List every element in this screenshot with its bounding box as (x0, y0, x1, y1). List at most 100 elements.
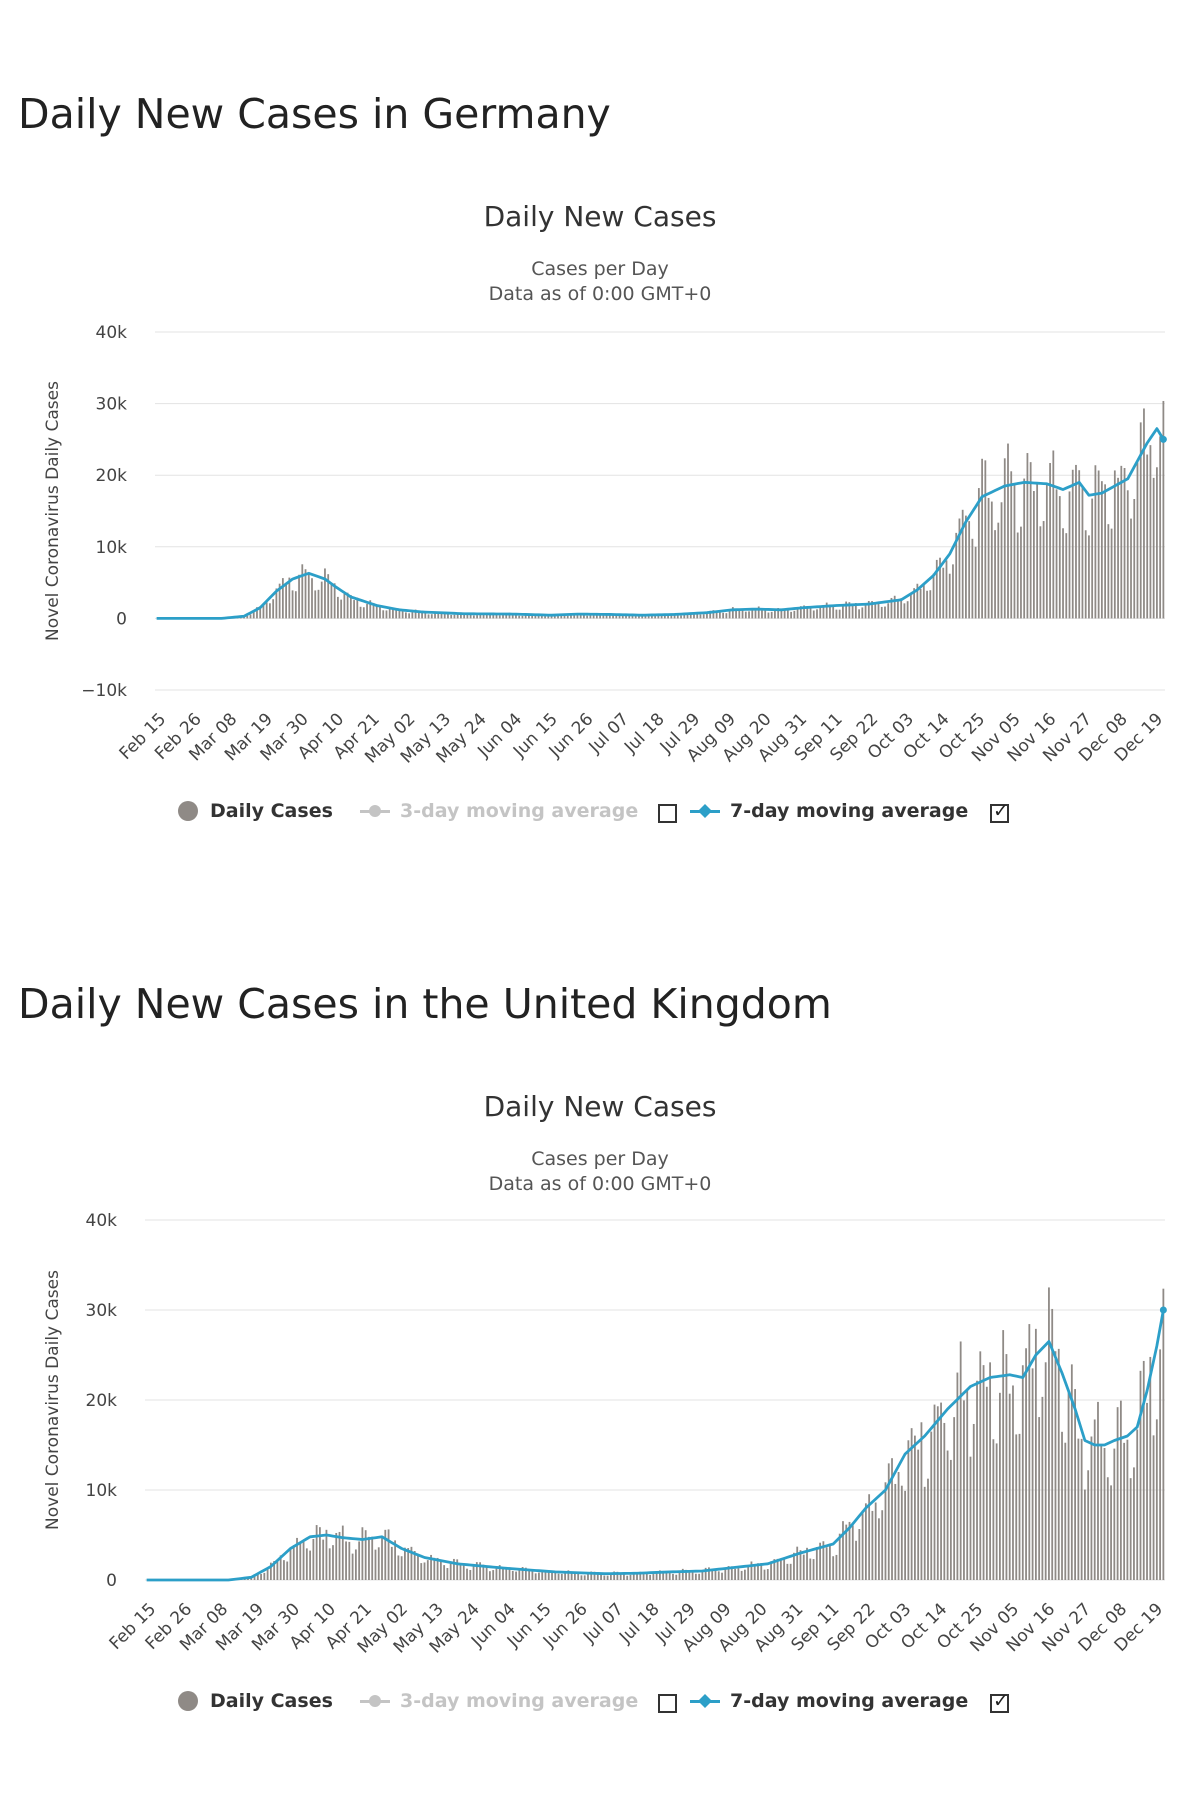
daily-case-bar (547, 1571, 550, 1580)
daily-case-bar (498, 1565, 501, 1580)
3day-checkbox[interactable] (658, 804, 677, 823)
daily-case-bar (968, 521, 971, 619)
daily-case-bar (387, 1529, 390, 1580)
daily-case-bar (963, 1400, 965, 1580)
daily-case-bar (1003, 458, 1006, 619)
legend-daily-cases[interactable]: Daily Cases (178, 1683, 333, 1719)
daily-case-bar (401, 610, 404, 619)
daily-case-bar (586, 615, 589, 619)
y-tick-label: 10k (86, 1481, 118, 1501)
daily-case-bar (269, 603, 271, 619)
daily-case-bar (763, 1569, 766, 1580)
daily-case-bar (612, 615, 614, 619)
daily-case-bar (913, 588, 916, 619)
daily-case-bar (708, 1567, 710, 1580)
daily-case-bar (485, 1565, 488, 1580)
daily-case-bar (392, 608, 394, 619)
daily-case-bar (829, 1544, 831, 1580)
daily-case-bar (437, 611, 440, 619)
legend-7day-average[interactable]: 7-day moving average (690, 793, 968, 829)
daily-case-bar (1055, 489, 1058, 619)
checkmark-icon: ✓ (993, 1690, 1009, 1712)
daily-case-bar (1126, 490, 1129, 619)
daily-case-bar (362, 607, 365, 619)
daily-case-bar (799, 1550, 802, 1580)
daily-case-bar (719, 611, 721, 619)
daily-case-bar (414, 609, 417, 619)
daily-case-bar (502, 613, 504, 619)
daily-case-bar (972, 1423, 975, 1580)
daily-case-bar (1023, 478, 1026, 619)
daily-case-bar (1061, 1431, 1063, 1580)
daily-case-bar (417, 1554, 419, 1580)
daily-case-bar (776, 1558, 779, 1580)
daily-case-bar (855, 1540, 857, 1580)
daily-case-bar (1106, 1477, 1109, 1580)
daily-case-bar (709, 610, 712, 619)
daily-case-bar (825, 602, 828, 619)
daily-case-bar (348, 1541, 351, 1580)
legend-3day-average[interactable]: 3-day moving average (360, 1683, 638, 1719)
daily-case-bar (1143, 408, 1145, 619)
daily-case-bar (906, 601, 909, 619)
legend-3day-average[interactable]: 3-day moving average (360, 793, 638, 829)
daily-case-bar (927, 1478, 929, 1580)
daily-case-bar (353, 600, 355, 619)
daily-case-bar (629, 1574, 632, 1580)
legend-7day-average[interactable]: 7-day moving average (690, 1683, 968, 1719)
daily-case-bar (1018, 1433, 1021, 1580)
daily-case-bar (812, 610, 815, 619)
daily-case-bar (440, 611, 443, 619)
daily-case-bar (596, 1573, 599, 1580)
daily-case-bar (1045, 484, 1048, 619)
daily-case-bar (735, 608, 737, 619)
daily-case-bar (851, 1525, 854, 1580)
uk-chart[interactable]: 40k 30k 20k 10k 0 Novel Coronavirus Daily Cas… (0, 1195, 1200, 1695)
daily-case-bar (246, 615, 249, 619)
daily-case-bar (587, 1573, 589, 1580)
daily-case-bar (354, 1549, 357, 1580)
daily-case-bar (683, 613, 686, 619)
daily-case-bar (861, 1510, 864, 1580)
daily-case-bar (400, 1556, 403, 1580)
daily-case-bar (751, 610, 754, 619)
legend-daily-cases[interactable]: Daily Cases (178, 793, 333, 829)
daily-case-bar (518, 615, 521, 619)
daily-case-bar (741, 609, 744, 619)
daily-case-bar (281, 578, 284, 619)
daily-case-bar (803, 605, 805, 619)
x-tick-label: Jul 07 (579, 1599, 627, 1647)
x-tick-label: Jul 18 (615, 1599, 663, 1647)
daily-case-bar (382, 610, 385, 619)
daily-case-bar (1130, 518, 1132, 619)
daily-case-bar (919, 588, 922, 619)
daily-case-bar (738, 608, 741, 619)
germany-chart[interactable]: 40k 30k 20k 10k 0 −10k Novel Coronavirus Daily… (0, 300, 1200, 800)
daily-case-bar (1054, 1351, 1057, 1580)
3day-checkbox[interactable] (658, 1694, 677, 1713)
daily-case-bar (994, 530, 996, 619)
daily-case-bar (734, 1568, 736, 1580)
daily-case-bar (609, 1574, 612, 1580)
legend-7day-label: 7-day moving average (730, 1690, 969, 1712)
7day-checkbox[interactable]: ✓ (990, 800, 1009, 823)
daily-case-bar (1071, 469, 1074, 619)
daily-case-bar (685, 1569, 687, 1580)
daily-case-bar (534, 1573, 537, 1580)
daily-case-bar (278, 583, 281, 619)
daily-case-bar (1100, 481, 1103, 619)
daily-case-bar (358, 1541, 361, 1580)
daily-case-bar (305, 1548, 308, 1580)
daily-case-bar (806, 1547, 808, 1580)
daily-case-bar (1074, 1389, 1076, 1580)
7day-checkbox[interactable]: ✓ (990, 1690, 1009, 1713)
daily-case-bar (368, 1536, 370, 1580)
daily-case-bar (1088, 535, 1090, 619)
daily-case-bar (592, 613, 595, 619)
daily-case-bar (619, 1573, 622, 1580)
checkmark-icon: ✓ (993, 800, 1009, 822)
daily-case-bar (1036, 482, 1039, 619)
daily-case-bar (1064, 1442, 1067, 1580)
daily-case-bar (531, 1570, 534, 1580)
daily-case-bar (897, 600, 899, 619)
